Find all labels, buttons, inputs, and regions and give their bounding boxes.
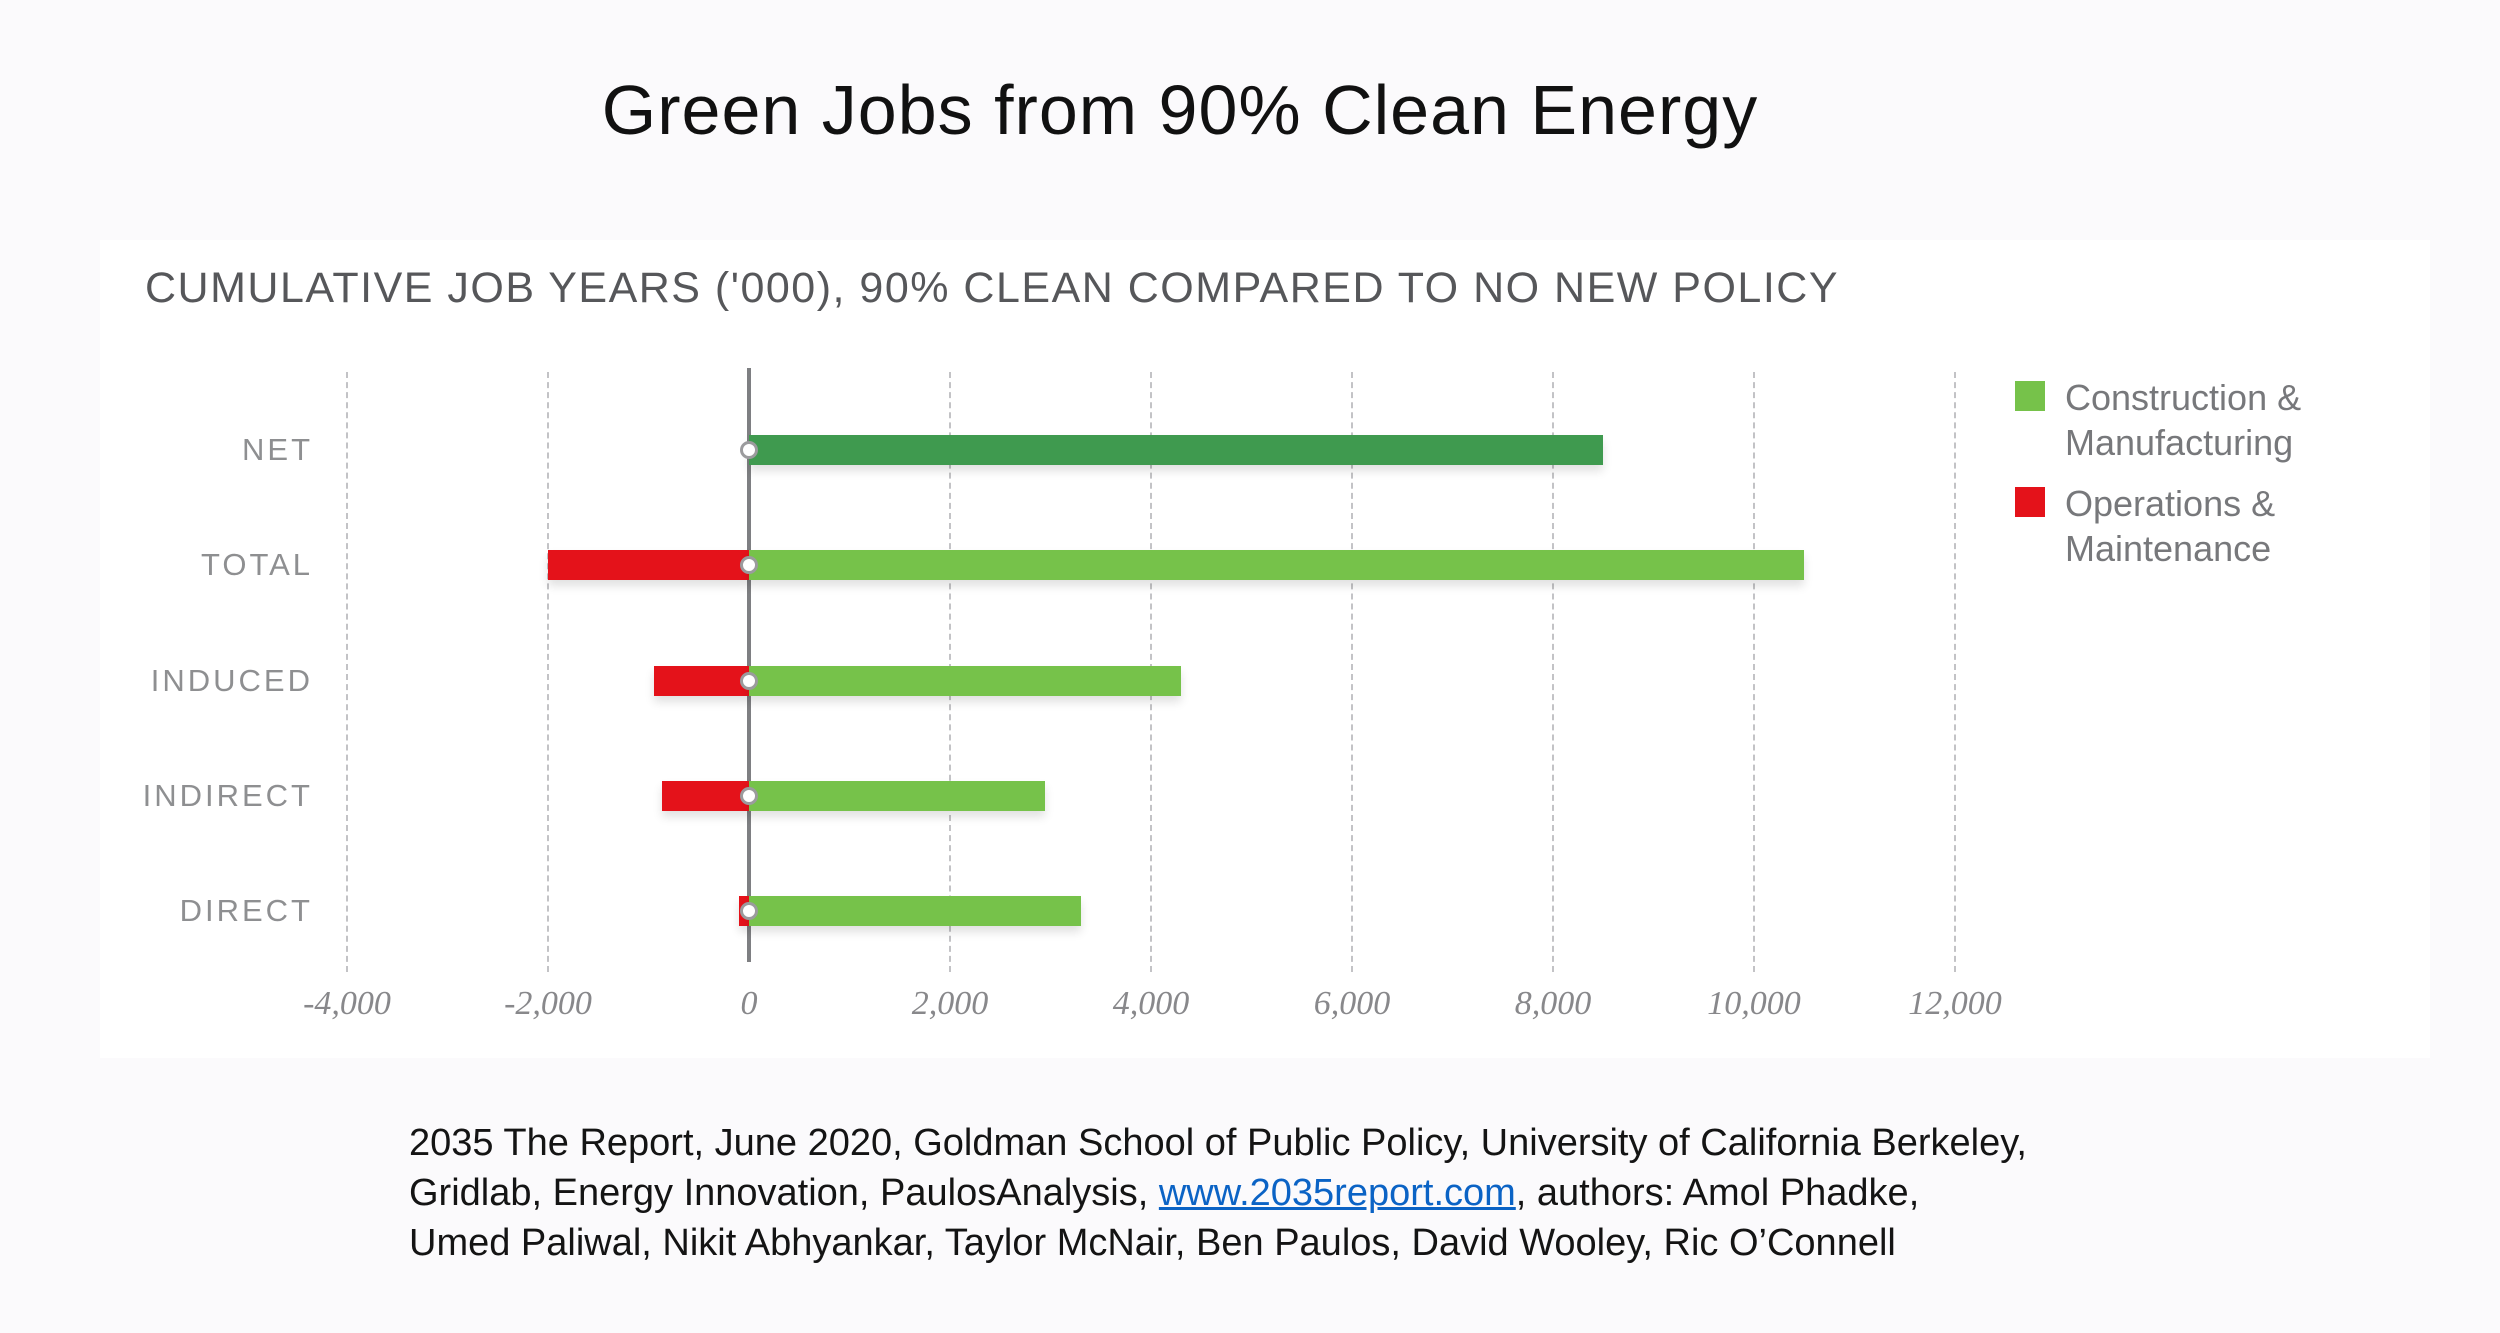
x-tick-label: 8,000 [1514,985,1592,1022]
legend-label: Operations & Maintenance [2065,481,2275,571]
legend-swatch-icon [2015,381,2045,411]
legend-label: Construction & Manufacturing [2065,375,2301,465]
category-label-indirect: INDIRECT [142,777,313,813]
legend: Construction & Manufacturing Operations & M… [2015,375,2301,571]
legend-label-line: Maintenance [2065,528,2272,569]
bar-operations-total [548,550,749,581]
category-axis: NET TOTAL INDUCED INDIRECT DIRECT [100,372,313,958]
category-label-induced: INDUCED [150,662,313,698]
gridline [1351,372,1353,972]
x-axis-labels: -4,000 -2,000 0 2,000 4,000 6,000 8,000 10,000 1… [303,985,2002,1035]
gridline [1753,372,1755,972]
zero-axis-line [747,368,751,962]
gridline [346,372,348,972]
legend-label-line: Operations & [2065,483,2276,524]
bar-operations-induced [653,665,749,696]
bar-construction-induced [749,665,1182,696]
zero-marker [740,671,758,690]
legend-item-0: Construction & Manufacturing [2015,375,2301,465]
x-tick-label: 10,000 [1707,985,1801,1022]
category-label-total: TOTAL [200,547,313,583]
x-tick-label: 0 [740,985,758,1022]
category-label-direct: DIRECT [179,893,313,928]
citation-line-3: Umed Paliwal, Nikit Abhyankar, Taylor Mc… [409,1222,1896,1264]
zero-marker [740,902,758,920]
zero-marker [740,441,758,459]
x-tick-label: -4,000 [303,985,391,1022]
bar-construction-net [749,435,1604,465]
x-tick-label: 2,000 [911,985,989,1022]
bar-construction-total [749,550,1805,581]
citation-line-2: Gridlab, Energy Innovation, PaulosAnalys… [409,1168,2027,1218]
legend-item-1: Operations & Maintenance [2015,481,2301,571]
chart-panel: CUMULATIVE JOB YEARS ('000), 90% CLEAN C… [100,240,2430,1058]
plot-area [346,368,1956,972]
category-label-net: NET [242,432,313,467]
bar-construction-direct [749,896,1081,926]
bar-operations-indirect [661,780,749,811]
zero-marker [740,786,758,805]
x-tick-label: 12,000 [1908,985,2002,1022]
zero-marker [740,556,758,575]
gridline [1954,372,1956,972]
x-tick-label: 6,000 [1313,985,1391,1022]
x-tick-label: 4,000 [1112,985,1190,1022]
citation-line-1: 2035 The Report, June 2020, Goldman Scho… [409,1122,2027,1164]
legend-label-line: Manufacturing [2065,422,2294,463]
x-tick-label: -2,000 [504,985,592,1022]
page-title: Green Jobs from 90% Clean Energy [601,71,1759,149]
citation: 2035 The Report, June 2020, Goldman Scho… [409,1118,2027,1268]
report-link[interactable]: www.2035report.com [1158,1172,1516,1214]
bar-construction-indirect [749,780,1046,811]
gridline [1552,372,1554,972]
citation-line-2-pre: Gridlab, Energy Innovation, PaulosAnalys… [409,1172,1159,1214]
chart-title: CUMULATIVE JOB YEARS ('000), 90% CLEAN C… [145,264,1840,312]
legend-label-line: Construction & [2065,377,2302,418]
gridline [547,372,549,972]
legend-swatch-icon [2015,487,2045,517]
citation-line-2-post: , authors: Amol Phadke, [1515,1172,1920,1214]
